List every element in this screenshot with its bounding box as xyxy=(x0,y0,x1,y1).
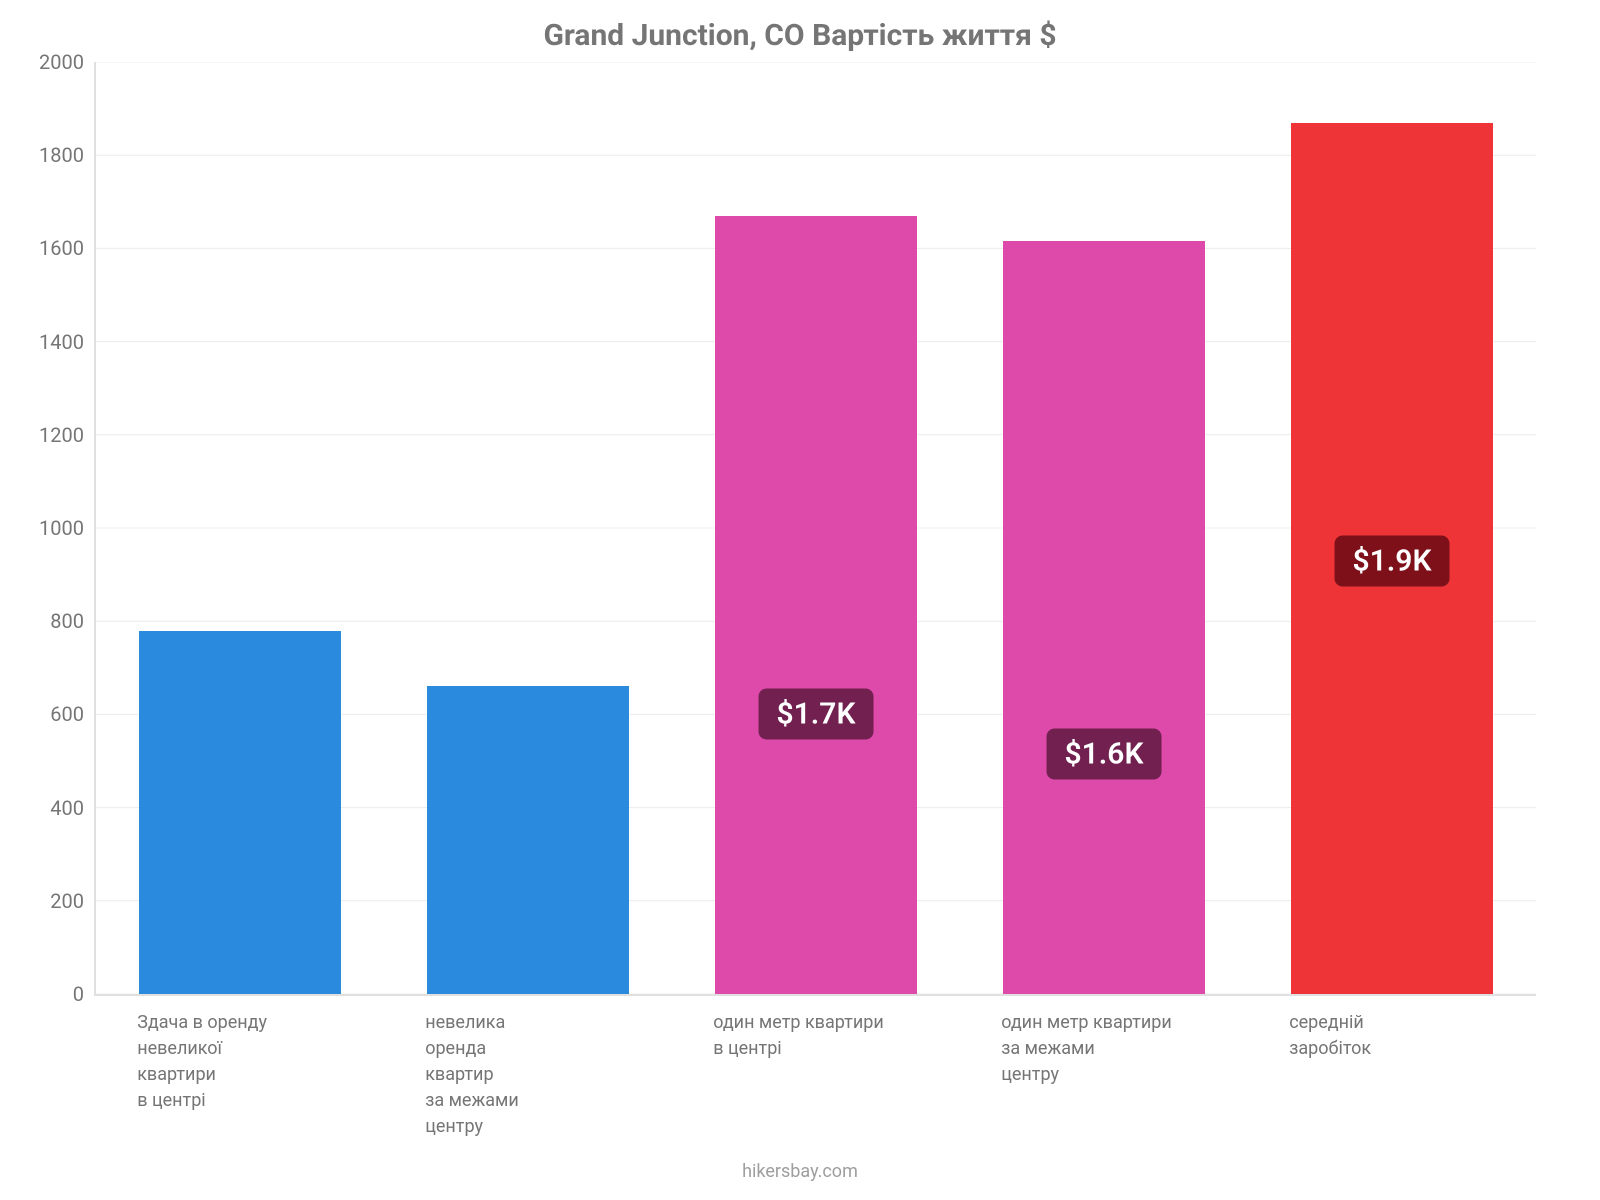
y-tick-label: 800 xyxy=(4,609,84,633)
y-tick-label: 200 xyxy=(4,889,84,913)
value-badge: $1.6K xyxy=(1047,729,1162,780)
y-tick-label: 1000 xyxy=(4,516,84,540)
chart-title: Grand Junction, CO Вартість життя $ xyxy=(0,18,1600,53)
source-attribution: hikersbay.com xyxy=(0,1161,1600,1182)
y-tick-label: 1400 xyxy=(4,330,84,354)
x-tick-label: Здача в оренду невеликої квартири в цент… xyxy=(137,1010,267,1114)
x-tick-label: один метр квартири в центрі xyxy=(713,1010,884,1062)
cost-of-living-chart: Grand Junction, CO Вартість життя $ 0 200… xyxy=(0,0,1600,1200)
bar: $1.7K xyxy=(715,216,917,994)
bars-container: $780 $660 $1.7K $1.6K $1.9K xyxy=(96,62,1536,994)
bar: $1.9K xyxy=(1291,123,1493,994)
bar: $660 xyxy=(427,686,629,994)
x-tick-label: невелика оренда квартир за межами центру xyxy=(425,1010,519,1140)
y-tick-label: 2000 xyxy=(4,50,84,74)
x-tick-label: один метр квартири за межами центру xyxy=(1001,1010,1172,1088)
plot-area: $780 $660 $1.7K $1.6K $1.9K xyxy=(94,62,1536,996)
y-tick-label: 1800 xyxy=(4,143,84,167)
value-badge: $1.7K xyxy=(759,689,874,740)
value-badge: $1.9K xyxy=(1335,535,1450,586)
y-tick-label: 0 xyxy=(4,982,84,1006)
x-tick-label: середній заробіток xyxy=(1289,1010,1371,1062)
y-tick-label: 1600 xyxy=(4,236,84,260)
bar: $780 xyxy=(139,631,341,994)
y-tick-label: 1200 xyxy=(4,423,84,447)
bar: $1.6K xyxy=(1003,241,1205,994)
y-tick-label: 400 xyxy=(4,796,84,820)
y-tick-label: 600 xyxy=(4,702,84,726)
